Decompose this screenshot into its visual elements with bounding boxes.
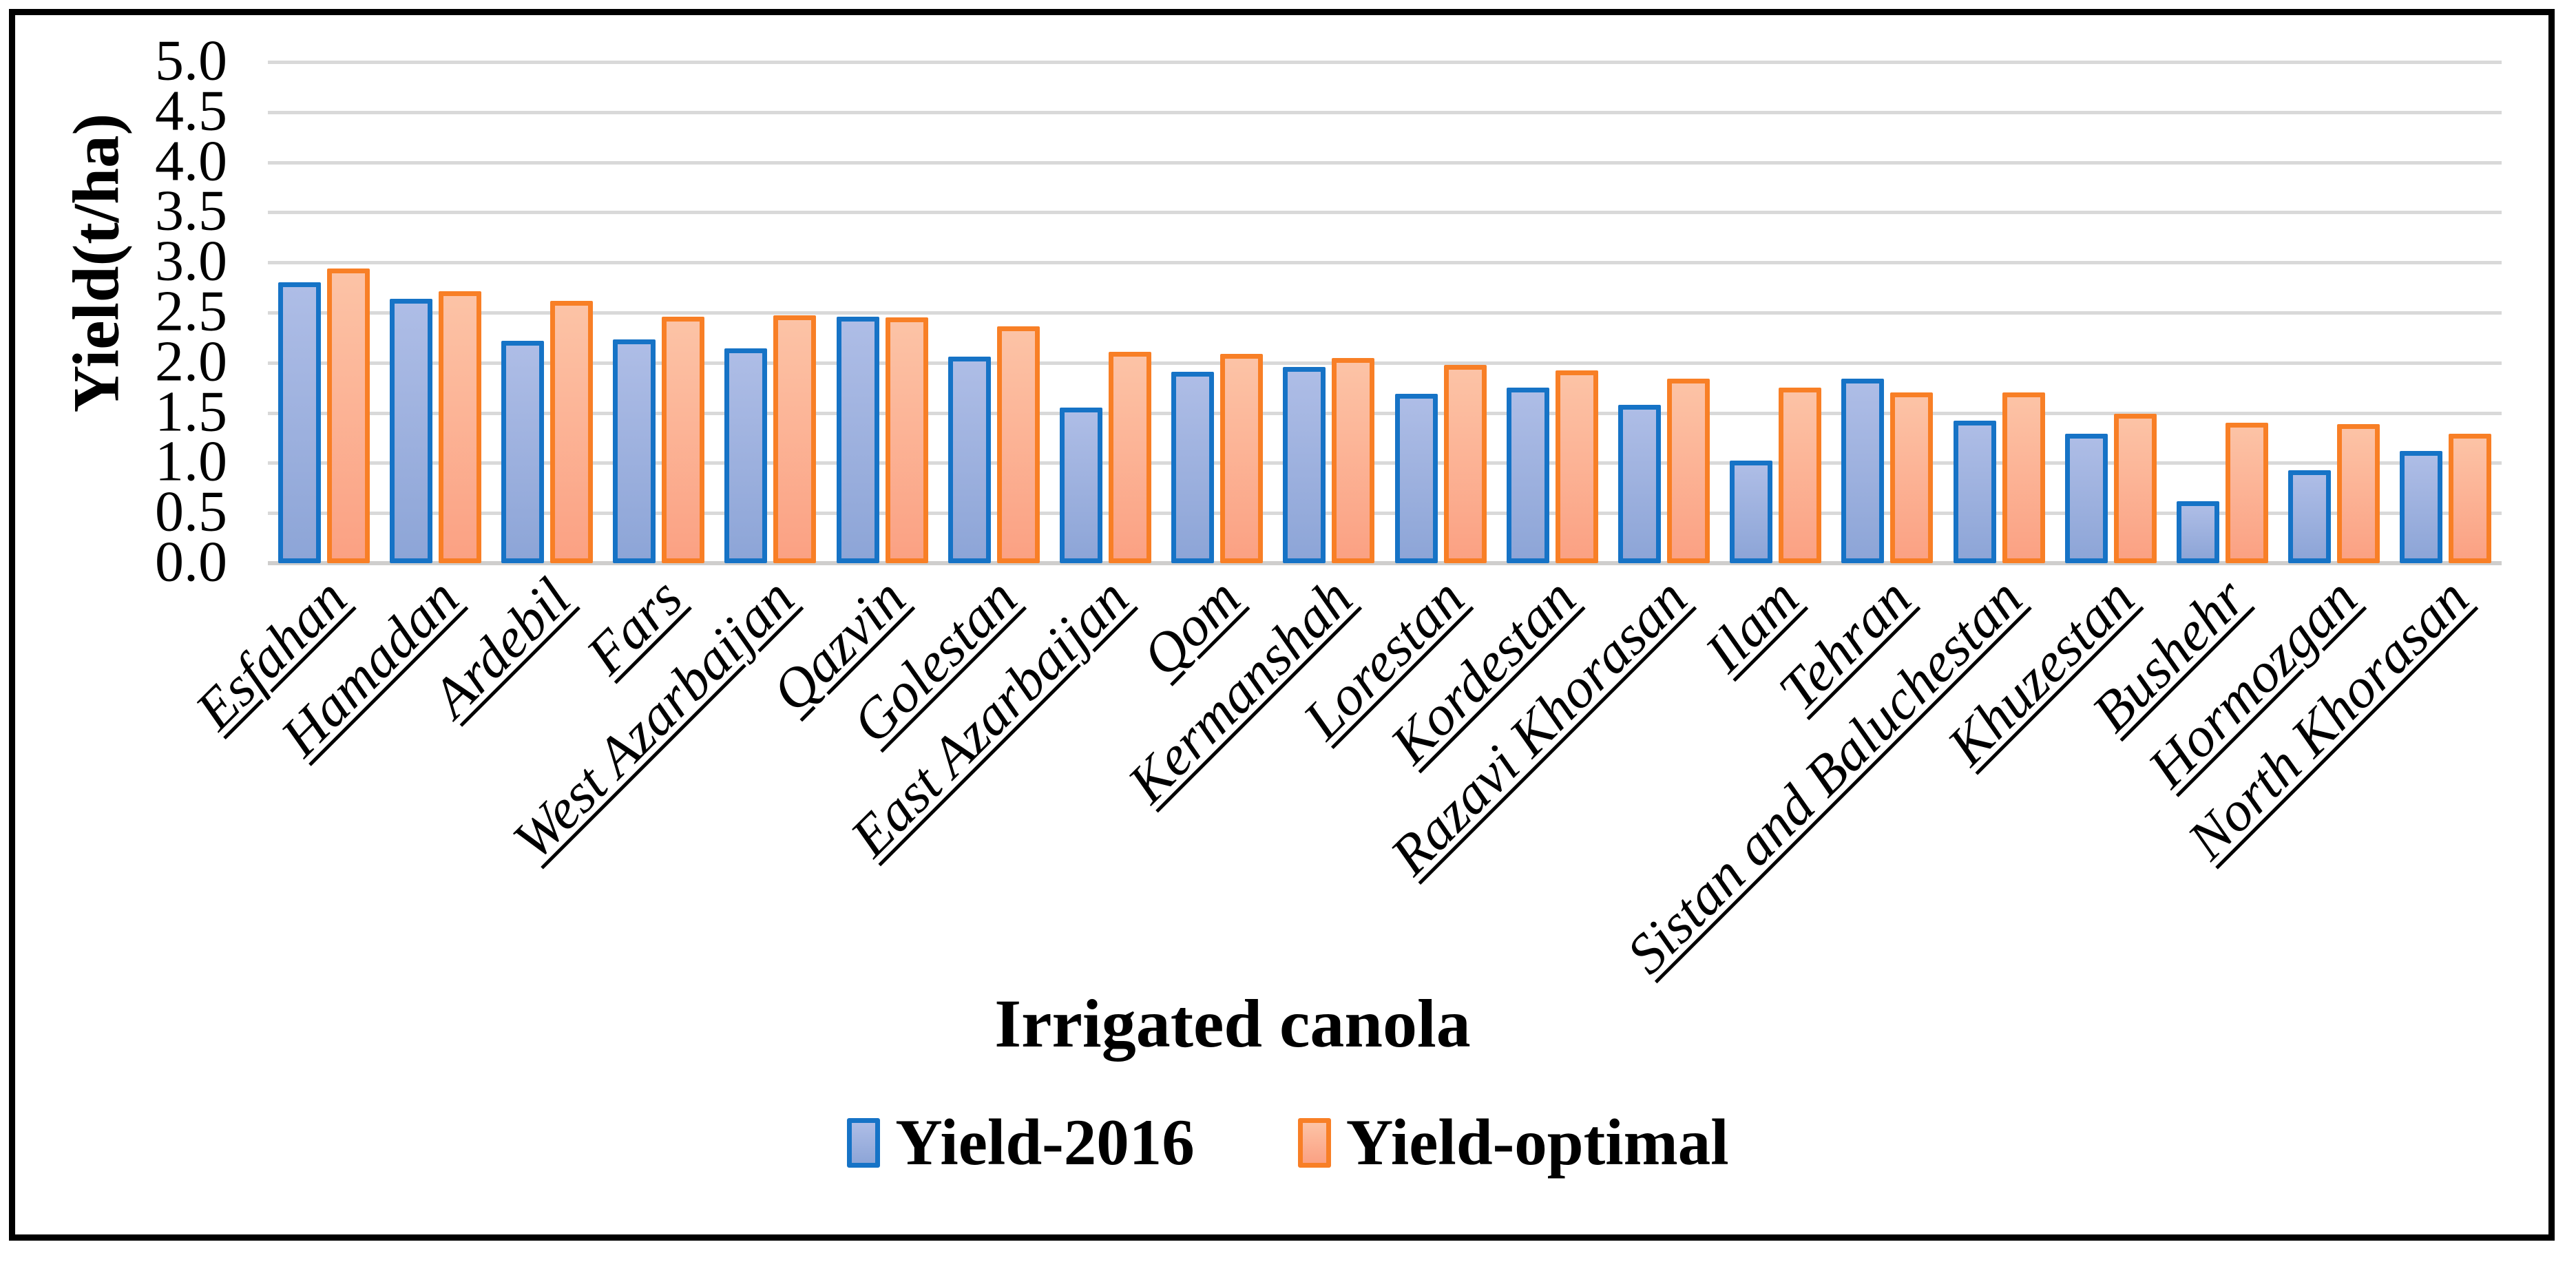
bar-group (1385, 62, 1496, 563)
y-tick-label: 1.0 (155, 429, 227, 494)
bar-yield-optimal (550, 301, 593, 563)
bar-group (491, 62, 603, 563)
bar-yield-2016 (2288, 470, 2332, 563)
y-tick-label: 0.0 (155, 529, 227, 594)
bar-yield-2016 (1730, 461, 1773, 563)
y-tick-label: 2.0 (155, 329, 227, 394)
legend-swatch-yield-optimal (1297, 1117, 1331, 1168)
bar-group (938, 62, 1049, 563)
bar-yield-optimal (773, 315, 817, 563)
bar-yield-optimal (2113, 414, 2157, 563)
gridline (268, 261, 2502, 265)
gridline (268, 461, 2502, 465)
x-axis-title: Irrigated canola (994, 985, 1471, 1062)
y-axis-tick-labels: 0.0 0.5 1.0 1.5 2.0 2.5 3.0 3.5 4.0 4.5 5.0 (0, 0, 227, 620)
bar-yield-2016 (2400, 451, 2443, 563)
bar-yield-2016 (1841, 379, 1885, 563)
bar-yield-2016 (1618, 405, 1662, 563)
y-tick-label: 3.5 (155, 178, 227, 243)
legend-label-yield-2016: Yield-2016 (895, 1106, 1195, 1179)
bar-group (715, 62, 826, 563)
bar-group (1720, 62, 1832, 563)
bar-group (1608, 62, 1719, 563)
bar-yield-optimal (2337, 424, 2380, 563)
bar-yield-optimal (1332, 358, 1375, 563)
bar-yield-optimal (326, 269, 370, 563)
y-tick-label: 1.5 (155, 379, 227, 443)
gridline (268, 61, 2502, 64)
bar-yield-2016 (1506, 388, 1549, 563)
bar-series-container (268, 62, 2502, 563)
bar-yield-optimal (2449, 434, 2492, 563)
bar-group (1496, 62, 1608, 563)
legend: Yield-2016 Yield-optimal (0, 1110, 2576, 1175)
bar-group (1273, 62, 1385, 563)
bar-yield-optimal (1890, 392, 1934, 563)
bar-yield-optimal (885, 317, 928, 563)
gridlines (268, 61, 2502, 565)
legend-item-yield-2016: Yield-2016 (847, 1110, 1195, 1175)
y-tick-label: 5.0 (155, 28, 227, 93)
legend-label-yield-optimal: Yield-optimal (1345, 1106, 1729, 1179)
bar-group (1162, 62, 1273, 563)
bar-group (1943, 62, 2055, 563)
gridline (268, 211, 2502, 215)
y-tick-label: 4.5 (155, 78, 227, 143)
gridline (268, 512, 2502, 516)
bar-group (1832, 62, 1943, 563)
gridline (268, 110, 2502, 114)
y-tick-label: 2.5 (155, 279, 227, 344)
gridline (268, 411, 2502, 415)
bar-yield-optimal (1779, 388, 1822, 563)
bar-yield-optimal (1109, 352, 1152, 563)
bar-group (379, 62, 491, 563)
bar-yield-2016 (389, 299, 432, 563)
y-tick-label: 4.0 (155, 128, 227, 193)
bar-yield-2016 (2177, 501, 2220, 563)
bar-yield-2016 (1394, 394, 1438, 563)
bar-yield-optimal (2002, 392, 2045, 563)
bar-yield-2016 (278, 282, 321, 563)
bar-yield-optimal (1555, 370, 1598, 563)
bar-yield-optimal (2226, 423, 2269, 563)
bar-yield-2016 (501, 341, 544, 563)
bar-yield-2016 (2064, 434, 2108, 563)
bar-group (1049, 62, 1161, 563)
bar-yield-2016 (1283, 367, 1326, 563)
bar-group (2390, 62, 2502, 563)
bar-yield-2016 (1953, 421, 1996, 563)
bar-yield-optimal (438, 291, 481, 563)
gridline (268, 311, 2502, 315)
bar-yield-optimal (1667, 379, 1710, 563)
bar-group (2279, 62, 2390, 563)
bar-yield-2016 (613, 339, 656, 563)
legend-item-yield-optimal: Yield-optimal (1297, 1106, 1729, 1179)
gridline (268, 160, 2502, 165)
y-tick-label: 0.5 (155, 479, 227, 544)
bar-yield-optimal (1220, 354, 1264, 563)
bar-group (2166, 62, 2278, 563)
bar-group (826, 62, 938, 563)
chart-border-frame (9, 9, 2555, 1241)
bar-yield-2016 (1060, 408, 1103, 563)
bar-yield-optimal (662, 317, 705, 563)
bar-yield-2016 (724, 348, 768, 563)
bar-yield-2016 (947, 357, 991, 563)
bar-yield-optimal (1443, 365, 1487, 563)
plot-area (268, 61, 2502, 565)
bar-yield-2016 (1171, 372, 1215, 563)
bar-group (603, 62, 715, 563)
y-tick-label: 3.0 (155, 229, 227, 293)
bar-group (268, 62, 379, 563)
bar-group (2055, 62, 2166, 563)
gridline (268, 361, 2502, 365)
bar-yield-2016 (836, 317, 879, 563)
bar-yield-optimal (996, 326, 1040, 563)
x-axis-line (268, 561, 2502, 565)
legend-swatch-yield-2016 (847, 1117, 881, 1168)
